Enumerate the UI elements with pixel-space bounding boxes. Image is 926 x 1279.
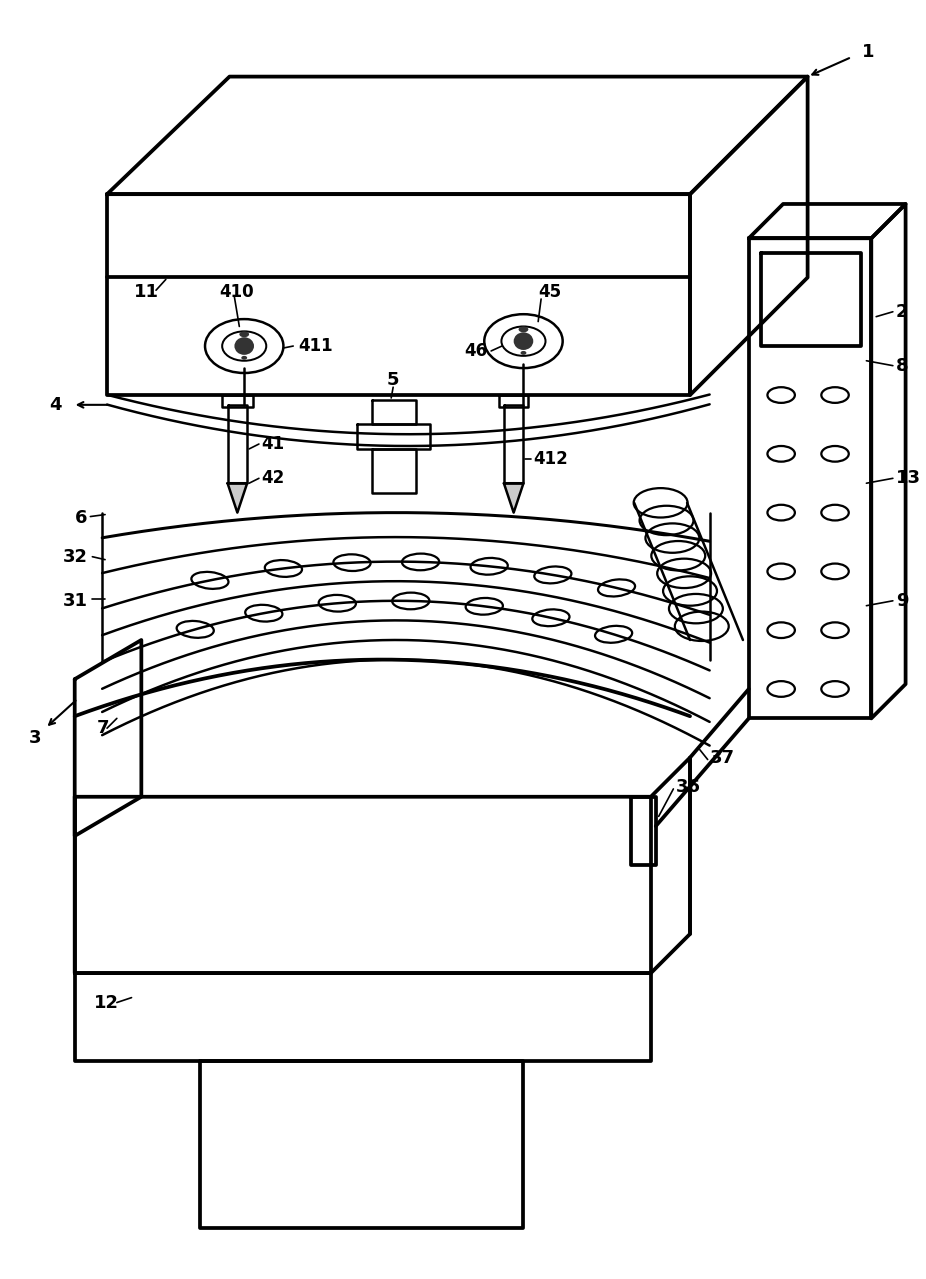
Text: 37: 37 xyxy=(709,748,734,766)
Text: 411: 411 xyxy=(298,338,332,356)
Text: 6: 6 xyxy=(75,509,87,527)
Text: 31: 31 xyxy=(62,592,87,610)
Text: 1: 1 xyxy=(862,43,874,61)
Text: 13: 13 xyxy=(895,469,920,487)
Text: 32: 32 xyxy=(62,547,87,565)
Ellipse shape xyxy=(514,333,533,350)
Text: 36: 36 xyxy=(675,778,700,796)
Text: 2: 2 xyxy=(895,303,908,321)
Ellipse shape xyxy=(242,356,247,359)
Text: 4: 4 xyxy=(49,395,61,414)
Text: 3: 3 xyxy=(30,729,42,747)
Ellipse shape xyxy=(520,350,526,354)
Text: 412: 412 xyxy=(533,450,568,468)
Text: 8: 8 xyxy=(895,357,908,375)
Text: 5: 5 xyxy=(387,371,399,389)
Text: 410: 410 xyxy=(219,283,255,301)
Text: 11: 11 xyxy=(133,283,158,301)
Ellipse shape xyxy=(239,331,249,338)
Text: 42: 42 xyxy=(261,469,284,487)
Ellipse shape xyxy=(519,326,529,333)
Text: 9: 9 xyxy=(895,592,908,610)
Polygon shape xyxy=(504,483,523,513)
Text: 7: 7 xyxy=(97,719,110,737)
Polygon shape xyxy=(228,483,247,513)
Text: 12: 12 xyxy=(94,994,119,1012)
Ellipse shape xyxy=(234,338,254,354)
Text: 41: 41 xyxy=(261,435,284,453)
Text: 45: 45 xyxy=(538,283,561,301)
Text: 46: 46 xyxy=(464,341,487,359)
